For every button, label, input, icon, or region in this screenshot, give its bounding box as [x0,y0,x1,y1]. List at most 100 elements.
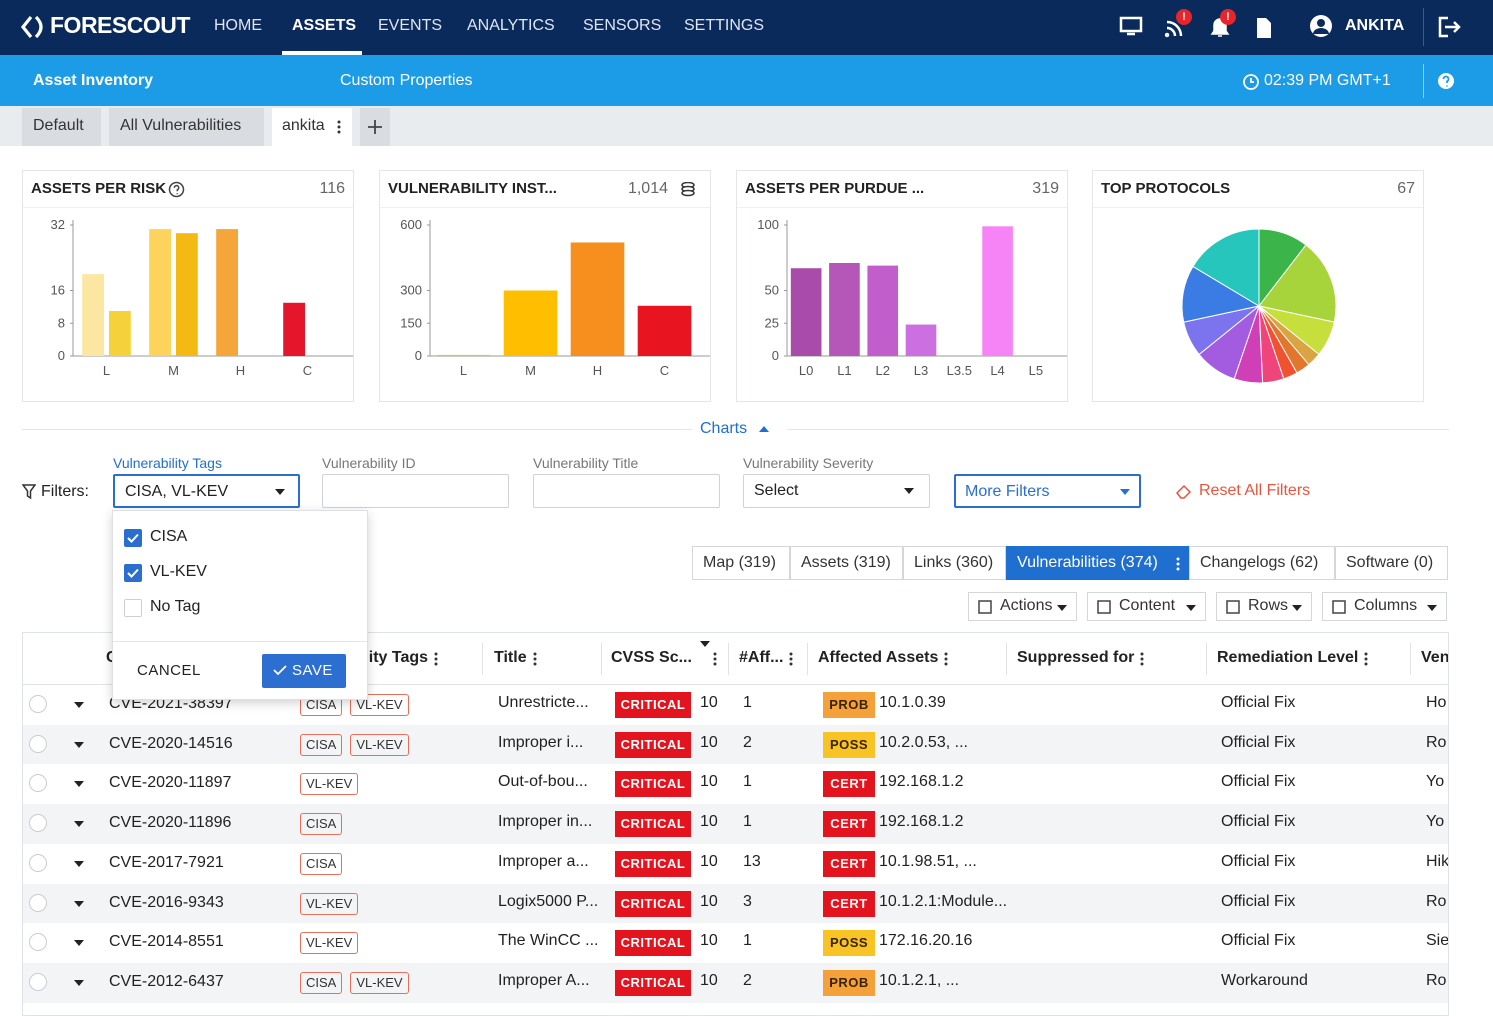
user-name[interactable]: ANKITA [1345,17,1405,34]
x-tick-label: H [236,363,245,378]
row-radio[interactable] [29,933,47,952]
view-tab[interactable]: Vulnerabilities (374) [1006,546,1189,580]
cve-id[interactable]: CVE-2016-9343 [109,893,224,911]
caret [759,426,769,432]
filter-input[interactable]: Select [743,474,930,508]
column-separator [601,643,602,675]
more-filters-label: More Filters [965,483,1050,500]
cve-id[interactable]: CVE-2020-11897 [109,774,232,792]
x-tick-label: L2 [875,363,889,378]
card-header-line [380,207,710,208]
column-header[interactable]: Title [494,649,527,666]
checkbox[interactable] [124,599,142,617]
reset-filters[interactable]: Reset All Filters [1199,482,1311,499]
caret-icon [275,489,285,495]
caret [74,860,84,867]
filter-input[interactable] [322,474,509,508]
toolbar-icon [1332,600,1346,614]
row-radio[interactable] [29,893,47,912]
row-radio[interactable] [29,972,47,991]
column-header[interactable]: CVSS Sc... [611,649,692,666]
toolbar-button[interactable]: Actions [968,592,1077,621]
view-tab[interactable]: Software (0) [1335,546,1448,580]
vendor: Ro [1426,733,1447,751]
subnav-item[interactable]: Asset Inventory [33,72,154,89]
filters-label: Filters: [41,483,89,500]
row-radio[interactable] [29,774,47,793]
dot [533,652,537,656]
checkbox[interactable] [124,529,142,547]
cve-id[interactable]: CVE-2014-8551 [109,933,224,951]
row-radio[interactable] [29,853,47,872]
nav-item[interactable]: ASSETS [292,17,357,34]
vendor: Sie [1426,932,1449,950]
dropdown-option[interactable]: VL-KEV [150,563,207,580]
toolbar-button[interactable]: Content [1087,592,1206,621]
help-mark [1442,75,1450,87]
column-header[interactable]: Remediation Level [1217,649,1359,666]
view-tab[interactable]: Changelogs (62) [1189,546,1335,580]
dot [337,125,341,129]
filter-label: Vulnerability Tags [113,455,222,471]
y-tick-label: 150 [400,315,422,330]
row-radio[interactable] [29,814,47,833]
cve-id[interactable]: CVE-2012-6437 [109,972,224,990]
stack [681,189,695,197]
view-tab[interactable]: Links (360) [903,546,1006,580]
vendor: Ro [1426,892,1447,910]
column-header[interactable]: Affected Assets [818,649,939,666]
view-tab[interactable]: Assets (319) [790,546,903,580]
caret-icon [74,979,84,986]
affected-assets: 10.1.2.1:Module... [879,892,1008,910]
chart-card: ASSETS PER PURDUE ... 319 0 25 50 100 L0 L1 L2 L3… [736,170,1068,402]
kebab-icon [533,652,537,666]
funnel [22,484,36,500]
cve-id[interactable]: CVE-2020-11896 [109,814,232,832]
stack-icon [681,182,695,197]
filter-input[interactable] [533,474,720,508]
dropdown-option[interactable]: CISA [150,528,188,545]
more-filters[interactable]: More Filters [954,474,1141,508]
nav-item[interactable]: SENSORS [583,17,662,34]
tab[interactable]: Default [22,108,101,146]
chart-svg [1181,228,1337,384]
caret-icon [699,641,710,647]
add-tab[interactable] [360,108,390,146]
cve-id[interactable]: CVE-2020-14516 [109,734,233,752]
row-radio[interactable] [29,734,47,753]
charts-toggle[interactable]: Charts [700,420,748,437]
affected-count: 1 [743,773,752,791]
cancel-button[interactable]: CANCEL [137,662,201,679]
view-tab[interactable]: Map (319) [692,546,790,580]
bar [503,290,558,356]
bar [829,262,860,356]
nav-item[interactable]: EVENTS [378,17,443,34]
nav-item[interactable]: SETTINGS [684,17,765,34]
y-tick-label: 0 [415,348,422,363]
column-header[interactable]: Suppressed for [1017,649,1135,666]
vendor: Hik [1426,852,1449,870]
caret [1427,605,1437,611]
chart-card: ASSETS PER RISK 116 0 8 16 32 L M H C [22,170,354,402]
dot [944,662,948,666]
nav-item[interactable]: HOME [214,17,262,34]
save-button[interactable]: SAVE [262,654,346,688]
affected-assets: 10.1.2.1, ... [879,971,960,989]
toolbar-button[interactable]: Rows [1216,592,1312,621]
column-header[interactable]: Vendor [1421,649,1449,666]
affected-assets: 10.1.98.51, ... [879,852,977,870]
nav-item[interactable]: ANALYTICS [467,17,555,34]
tab[interactable]: ankita [272,108,352,146]
cvss-score: 10 [700,813,718,831]
dropdown-option[interactable]: No Tag [150,598,201,615]
filter-input[interactable]: CISA, VL-KEV [113,474,300,508]
subnav-item[interactable]: Custom Properties [340,72,473,89]
confidence-badge: POSS [823,930,875,957]
toolbar-button[interactable]: Columns [1322,592,1447,621]
column-header[interactable]: #Aff... [739,649,784,666]
row-radio[interactable] [29,695,47,713]
checkbox[interactable] [124,564,142,582]
tab-label: Default [33,117,84,134]
tab[interactable]: All Vulnerabilities [109,108,264,146]
cve-id[interactable]: CVE-2017-7921 [109,853,224,871]
